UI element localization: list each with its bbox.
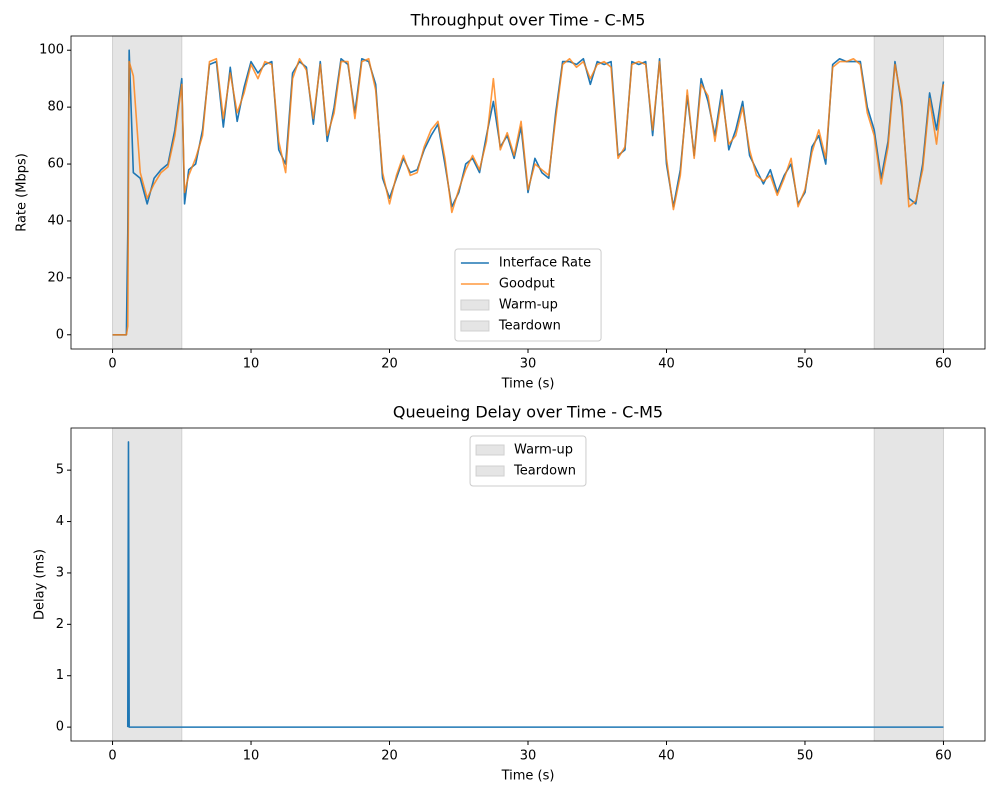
chart-title: Queueing Delay over Time - C-M5 [393, 403, 663, 422]
chart-title: Throughput over Time - C-M5 [410, 11, 646, 30]
axes-frame [70, 35, 986, 350]
y-tick-label: 3 [56, 565, 64, 580]
shaded-span [873, 427, 944, 742]
legend-swatch [475, 465, 505, 477]
x-axis-label: Time (s) [501, 377, 555, 392]
x-tick-label: 40 [658, 749, 675, 764]
y-tick-label: 80 [47, 100, 64, 115]
x-tick-label: 10 [243, 749, 260, 764]
x-tick-label: 40 [658, 357, 675, 372]
x-tick-label: 10 [243, 357, 260, 372]
legend-swatch [460, 320, 490, 332]
data-line [126, 441, 944, 728]
legend-box [454, 248, 602, 342]
legend-label: Warm-up [514, 443, 573, 458]
y-tick-label: 1 [56, 668, 64, 683]
x-tick-label: 0 [108, 749, 116, 764]
x-tick-label: 20 [381, 357, 398, 372]
legend-label: Teardown [498, 319, 561, 334]
legend-swatch [460, 299, 490, 311]
x-tick-label: 60 [935, 749, 952, 764]
y-axis-label: Delay (ms) [33, 549, 48, 620]
y-tick-label: 40 [47, 213, 64, 228]
data-line [112, 57, 945, 336]
legend-swatch [475, 444, 505, 456]
y-tick-label: 0 [56, 720, 64, 735]
y-tick-label: 4 [56, 514, 64, 529]
legend-label: Goodput [499, 277, 555, 292]
x-tick-label: 30 [520, 749, 537, 764]
legend-label: Warm-up [499, 298, 558, 313]
x-tick-label: 0 [108, 357, 116, 372]
shaded-span [112, 35, 183, 350]
y-tick-label: 20 [47, 270, 64, 285]
y-tick-label: 100 [39, 43, 64, 58]
y-tick-label: 5 [56, 463, 64, 478]
legend-label: Teardown [513, 464, 576, 479]
legend: Warm-up Teardown [469, 435, 587, 487]
y-tick-label: 2 [56, 617, 64, 632]
legend: Interface Rate Goodput Warm-up Teardown [454, 248, 602, 342]
legend-label: Interface Rate [499, 256, 591, 271]
x-tick-label: 30 [520, 357, 537, 372]
y-tick-label: 60 [47, 157, 64, 172]
axes-frame [70, 427, 986, 742]
y-tick-label: 0 [56, 327, 64, 342]
x-tick-label: 60 [935, 357, 952, 372]
x-tick-label: 20 [381, 749, 398, 764]
y-axis-label: Rate (Mbps) [15, 153, 30, 232]
x-tick-label: 50 [797, 749, 814, 764]
x-axis-label: Time (s) [501, 769, 555, 784]
shaded-span [112, 427, 183, 742]
x-tick-label: 50 [797, 357, 814, 372]
